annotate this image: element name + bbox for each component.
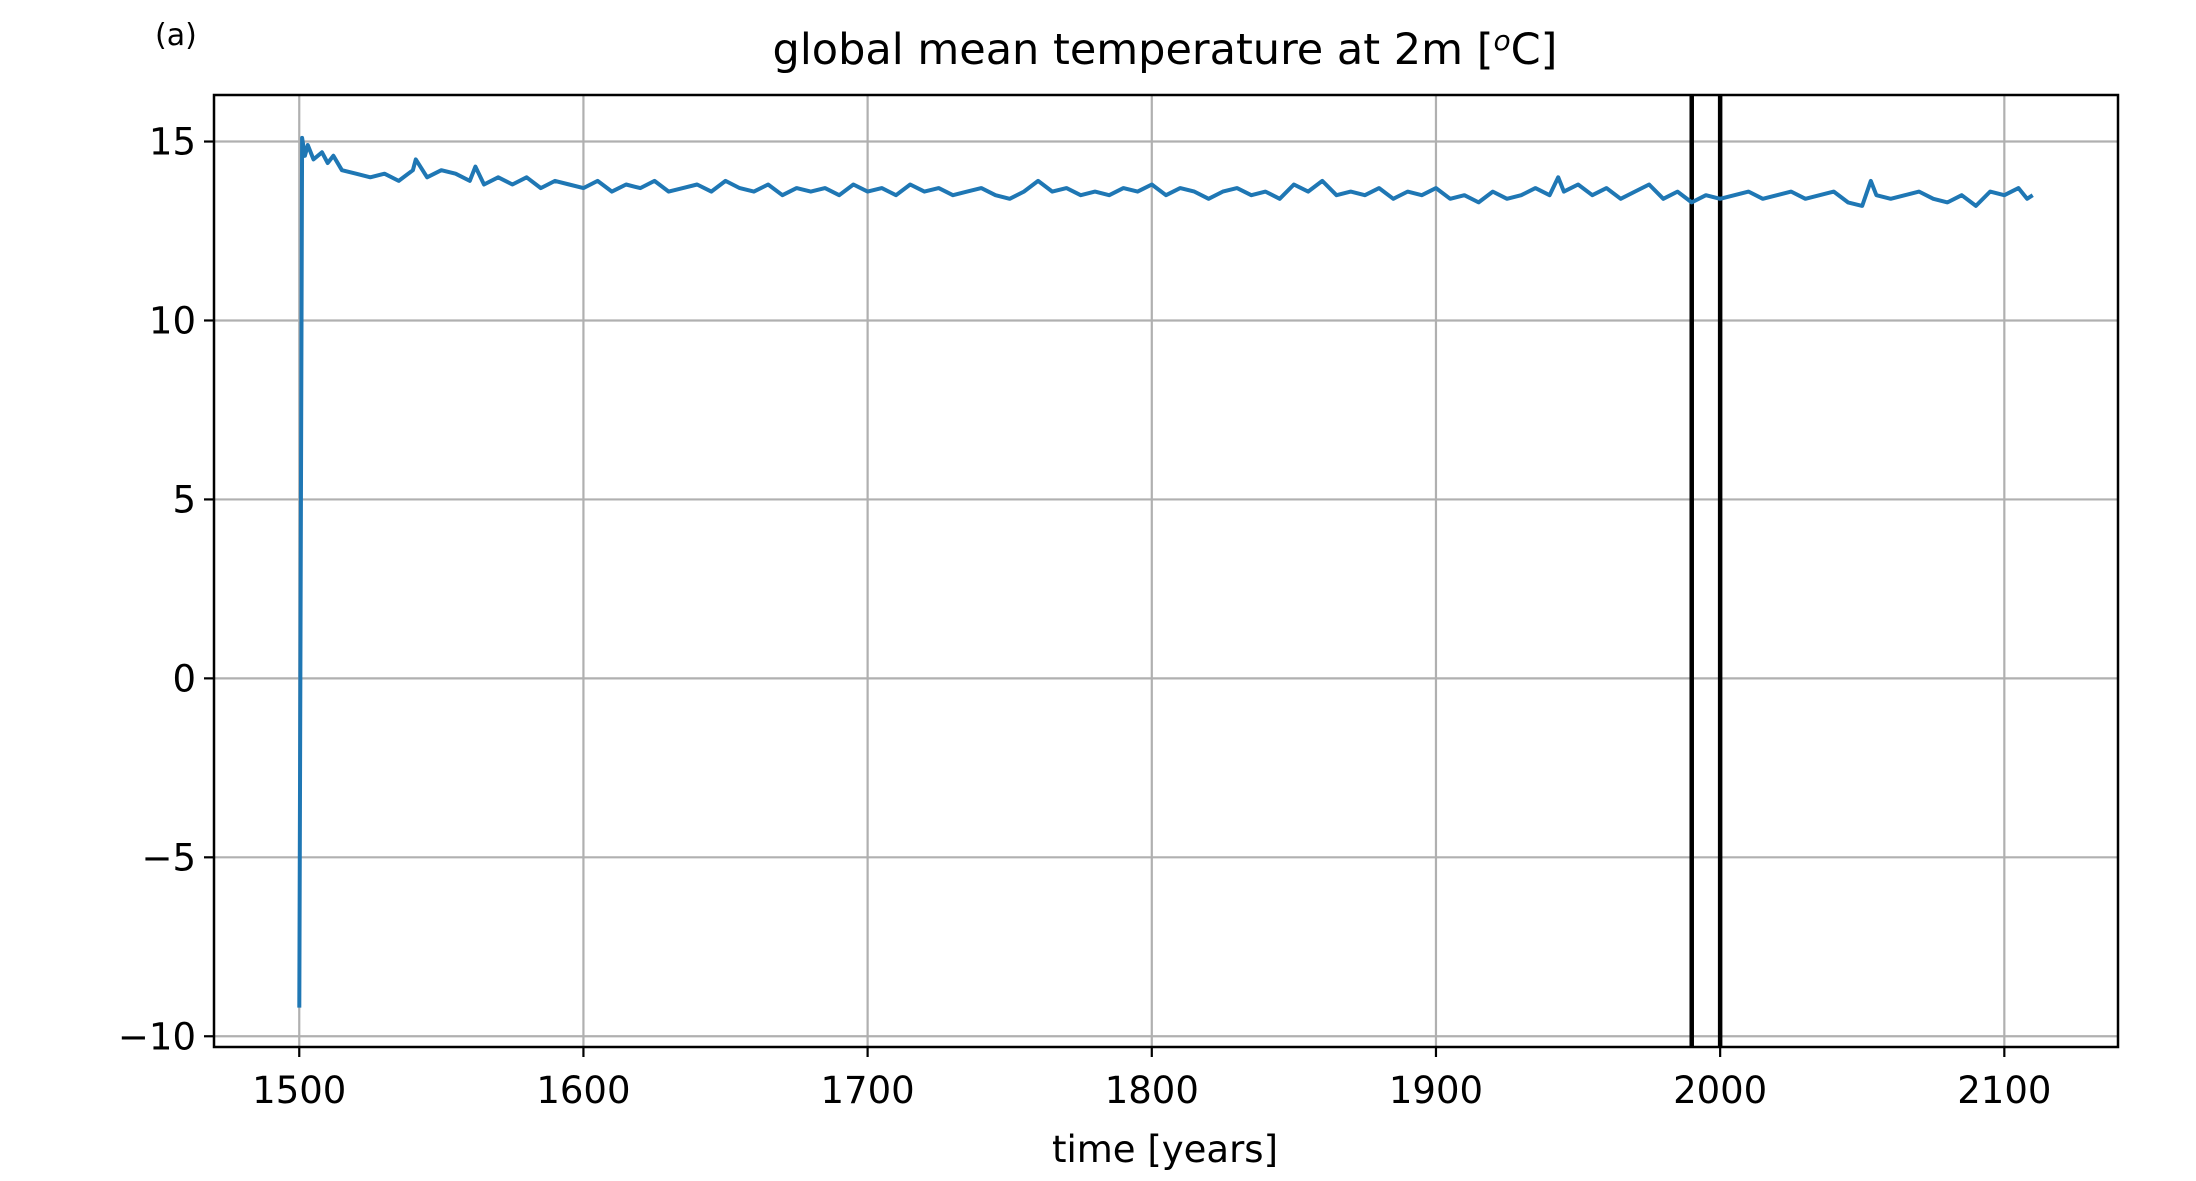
x-axis-label: time [years] bbox=[1052, 1128, 1278, 1171]
x-tick-label: 2000 bbox=[1673, 1069, 1767, 1112]
series-line bbox=[297, 135, 2034, 1008]
chart-title-suffix: C] bbox=[1511, 25, 1558, 75]
chart-title: global mean temperature at 2m [oC] bbox=[773, 24, 1558, 75]
y-tick-label: 10 bbox=[149, 299, 196, 342]
x-tick-label: 1900 bbox=[1389, 1069, 1483, 1112]
x-tick-label: 1700 bbox=[821, 1069, 915, 1112]
chart-title-superscript: o bbox=[1494, 24, 1511, 57]
reference-vertical-lines bbox=[1689, 95, 1723, 1047]
y-tick-label: −5 bbox=[141, 836, 196, 879]
y-tick-label: 0 bbox=[172, 657, 196, 700]
y-tick-label: 15 bbox=[149, 121, 196, 164]
x-tick-label: 1600 bbox=[536, 1069, 630, 1112]
x-axis-ticks: 1500 1600 1700 1800 1900 2000 2100 bbox=[252, 1047, 2051, 1112]
plot-frame bbox=[212, 93, 2120, 1049]
chart-title-prefix: global mean temperature at 2m [ bbox=[773, 25, 1494, 75]
x-tick-label: 2100 bbox=[1957, 1069, 2051, 1112]
x-tick-label: 1800 bbox=[1105, 1069, 1199, 1112]
y-axis-ticks: −10 −5 0 5 10 15 bbox=[118, 121, 214, 1058]
x-grid bbox=[298, 95, 2006, 1047]
y-grid bbox=[214, 140, 2118, 1038]
x-tick-label: 1500 bbox=[252, 1069, 346, 1112]
panel-label: (a) bbox=[155, 18, 197, 53]
y-tick-label: −10 bbox=[118, 1015, 196, 1058]
y-tick-label: 5 bbox=[172, 478, 196, 521]
